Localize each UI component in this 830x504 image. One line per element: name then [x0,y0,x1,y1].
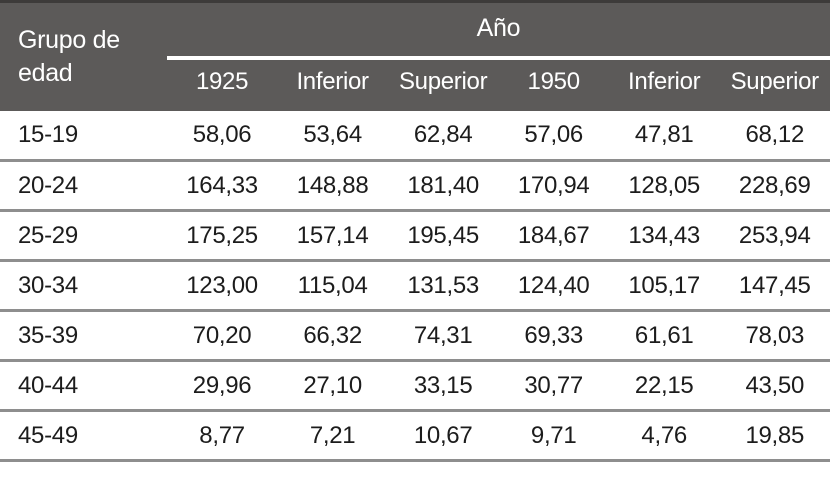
age-group-label: 25-29 [18,221,78,249]
cell: 7,21 [309,421,356,449]
cell: 164,33 [186,171,258,199]
cell: 228,69 [738,171,811,199]
age-group-label: 35-39 [18,321,78,349]
cell: 9,71 [530,421,577,449]
cell: 124,40 [517,271,590,299]
table-row: 15-19 58,06 53,64 62,84 57,06 47,81 68,1… [0,111,830,161]
cell: 70,20 [192,321,252,349]
cell: 148,88 [296,171,369,199]
cell: 27,10 [303,371,362,399]
column-header-inferior-2: Inferior [608,57,720,111]
table-row: 35-39 70,20 66,32 74,31 69,33 61,61 78,0… [0,311,830,361]
age-group-label: 20-24 [18,171,78,199]
cell: 29,96 [192,371,252,399]
cell: 62,84 [413,120,473,148]
cell: 147,45 [738,271,811,299]
cell: 170,94 [517,171,590,199]
table-row: 45-49 8,77 7,21 10,67 9,71 4,76 19,85 [0,411,830,461]
cell: 68,12 [745,120,804,148]
table-row: 25-29 175,25 157,14 195,45 184,67 134,43… [0,211,830,261]
cell: 57,06 [524,120,583,148]
cell: 134,43 [628,221,700,249]
cell: 47,81 [634,120,694,148]
table-row: 40-44 29,96 27,10 33,15 30,77 22,15 43,5… [0,361,830,411]
row-group-header: Grupo de edad [0,1,167,111]
cell: 30,77 [524,371,583,399]
cell: 195,45 [407,221,479,249]
column-header-1925: 1925 [166,57,278,111]
column-header-inferior-1: Inferior [277,57,388,111]
cell: 19,85 [745,421,804,449]
age-group-label: 40-44 [18,371,78,399]
cell: 175,25 [186,221,258,249]
column-header-superior-2: Superior [719,57,830,111]
cell: 43,50 [745,371,804,399]
cell: 4,76 [641,421,687,449]
cell: 157,14 [296,221,369,249]
cell: 105,17 [628,271,700,299]
cell: 8,77 [199,421,245,449]
table-row: 20-24 164,33 148,88 181,40 170,94 128,05… [0,161,830,211]
cell: 115,04 [297,271,368,299]
column-header-1950: 1950 [498,57,609,111]
table-header: Grupo de edad Año 1925 Inferior Superior… [0,1,830,111]
cell: 10,67 [413,421,473,449]
cell: 253,94 [738,221,811,249]
cell: 33,15 [413,371,473,399]
cell: 74,31 [413,321,473,349]
age-group-label: 15-19 [18,120,78,148]
cell: 69,33 [524,321,583,349]
header-row-columns: 1925 Inferior Superior 1950 Inferior Sup… [0,57,830,111]
cell: 123,00 [186,271,258,299]
age-group-year-table: Grupo de edad Año 1925 Inferior Superior… [0,0,830,461]
cell: 131,53 [407,271,479,299]
cell: 78,03 [745,321,804,349]
column-group-header-ano: Año [166,1,830,60]
cell: 181,40 [407,171,479,199]
age-group-label: 45-49 [18,421,78,449]
cell: 61,61 [634,321,694,349]
table-body: 15-19 58,06 53,64 62,84 57,06 47,81 68,1… [0,111,830,461]
cell: 128,05 [628,171,700,199]
column-header-superior-1: Superior [387,57,499,111]
cell: 184,67 [517,221,590,249]
header-row-year-group: Grupo de edad Año [0,1,830,111]
table-row: 30-34 123,00 115,04 131,53 124,40 105,17… [0,261,830,311]
cell: 58,06 [192,120,252,148]
cell: 66,32 [303,321,362,349]
cell: 22,15 [634,371,694,399]
cell: 53,64 [303,120,362,148]
age-group-label: 30-34 [18,271,78,299]
